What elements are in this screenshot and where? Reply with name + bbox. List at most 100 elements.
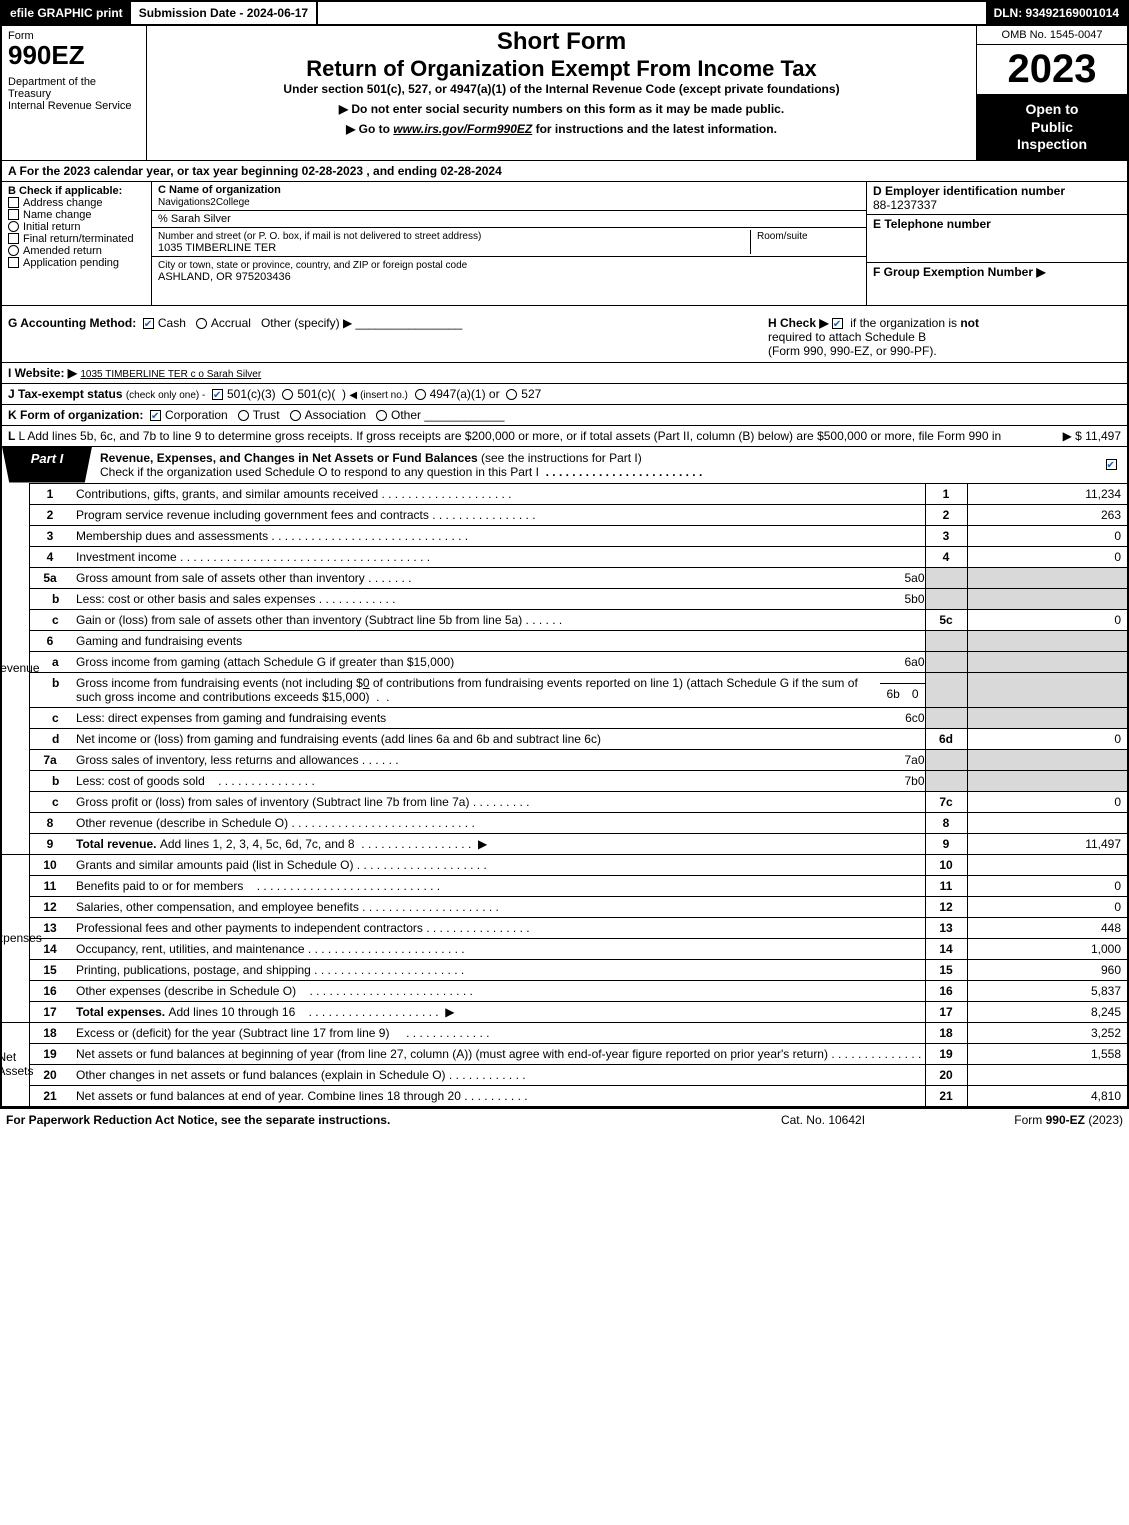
sec-h-pre: H Check ▶ <box>768 316 832 330</box>
instr-ssn: ▶ Do not enter social security numbers o… <box>153 102 970 116</box>
return-title: Return of Organization Exempt From Incom… <box>153 56 970 82</box>
net-assets-section: Net Assets 18Excess or (deficit) for the… <box>0 1022 1129 1108</box>
irs-link[interactable]: www.irs.gov/Form990EZ <box>393 122 532 136</box>
addr-label: Number and street (or P. O. box, if mail… <box>158 231 481 242</box>
line-12: 12Salaries, other compensation, and empl… <box>30 896 1127 917</box>
page-footer: For Paperwork Reduction Act Notice, see … <box>0 1108 1129 1131</box>
expenses-side-label: Expenses <box>2 855 30 1022</box>
line-5b: b Less: cost or other basis and sales ex… <box>30 588 1127 609</box>
line-15: 15Printing, publications, postage, and s… <box>30 959 1127 980</box>
sec-f-title: F Group Exemption Number ▶ <box>873 265 1046 279</box>
line-18: 18Excess or (deficit) for the year (Subt… <box>30 1023 1127 1044</box>
part-i-checkline: Check if the organization used Schedule … <box>100 465 539 479</box>
line-21: 21Net assets or fund balances at end of … <box>30 1085 1127 1106</box>
line-7c: cGross profit or (loss) from sales of in… <box>30 791 1127 812</box>
tax-year: 2023 <box>977 45 1127 95</box>
form-id-block: Form 990EZ Department of the Treasury In… <box>2 26 147 160</box>
irs-label: Internal Revenue Service <box>8 100 140 112</box>
sec-i-label: I Website: ▶ <box>8 366 77 380</box>
sec-j-label: J Tax-exempt status <box>8 387 123 401</box>
sec-h-post: if the organization is <box>850 316 960 330</box>
section-j: J Tax-exempt status (check only one) - 5… <box>0 383 1129 404</box>
chk-final-return[interactable]: Final return/terminated <box>8 233 145 245</box>
revenue-side-label: Revenue <box>2 483 30 854</box>
net-assets-side-label: Net Assets <box>2 1023 30 1106</box>
omb-number: OMB No. 1545-0047 <box>977 26 1127 45</box>
open-line-2: Public <box>981 119 1123 137</box>
form-number: 990EZ <box>8 42 140 68</box>
instr-goto-post: for instructions and the latest informat… <box>536 122 777 136</box>
line-4: 4Investment income . . . . . . . . . . .… <box>30 546 1127 567</box>
chk-other-org[interactable] <box>376 410 387 421</box>
chk-initial-return[interactable]: Initial return <box>8 221 145 233</box>
instr-goto-pre: ▶ Go to <box>346 122 393 136</box>
sec-l-arrow: ▶ <box>1063 429 1072 443</box>
chk-sched-o-part-i[interactable] <box>1106 459 1117 470</box>
top-bar: efile GRAPHIC print Submission Date - 20… <box>0 0 1129 26</box>
line-6: 6Gaming and fundraising events <box>30 630 1127 651</box>
chk-application-pending[interactable]: Application pending <box>8 257 145 269</box>
open-to-public: Open to Public Inspection <box>977 95 1127 160</box>
sec-h-line2: required to attach Schedule B <box>768 330 926 344</box>
footer-right: Form 990-EZ (2023) <box>923 1113 1123 1127</box>
line-2: 2Program service revenue including gover… <box>30 504 1127 525</box>
line-20: 20Other changes in net assets or fund ba… <box>30 1064 1127 1085</box>
line-19: 19Net assets or fund balances at beginni… <box>30 1043 1127 1064</box>
line-5c: cGain or (loss) from sale of assets othe… <box>30 609 1127 630</box>
chk-sched-b[interactable] <box>832 318 843 329</box>
chk-association[interactable] <box>290 410 301 421</box>
sec-h-line3: (Form 990, 990-EZ, or 990-PF). <box>768 344 937 358</box>
line-5a: 5a Gross amount from sale of assets othe… <box>30 567 1127 588</box>
dln: DLN: 93492169001014 <box>986 2 1127 24</box>
chk-corporation[interactable] <box>150 410 161 421</box>
website-value: 1035 TIMBERLINE TER c o Sarah Silver <box>80 369 261 380</box>
open-line-3: Inspection <box>981 136 1123 154</box>
section-a: A For the 2023 calendar year, or tax yea… <box>0 160 1129 181</box>
form-header: Form 990EZ Department of the Treasury In… <box>0 26 1129 160</box>
line-8: 8Other revenue (describe in Schedule O) … <box>30 812 1127 833</box>
chk-527[interactable] <box>506 389 517 400</box>
sec-k-label: K Form of organization: <box>8 408 143 422</box>
sec-b-title: B Check if applicable: <box>8 185 145 197</box>
section-g: G Accounting Method: Cash Accrual Other … <box>8 316 768 358</box>
chk-trust[interactable] <box>238 410 249 421</box>
under-section: Under section 501(c), 527, or 4947(a)(1)… <box>153 82 970 96</box>
chk-amended-return[interactable]: Amended return <box>8 245 145 257</box>
line-9: 9Total revenue. Add lines 1, 2, 3, 4, 5c… <box>30 833 1127 854</box>
revenue-section: Revenue 1Contributions, gifts, grants, a… <box>0 483 1129 854</box>
top-spacer <box>318 2 985 24</box>
section-k: K Form of organization: Corporation Trus… <box>0 404 1129 425</box>
submission-date: Submission Date - 2024-06-17 <box>131 2 318 24</box>
city-label: City or town, state or province, country… <box>158 260 467 271</box>
line-6d: dNet income or (loss) from gaming and fu… <box>30 728 1127 749</box>
sec-g-label: G Accounting Method: <box>8 316 136 330</box>
chk-501c3[interactable] <box>212 389 223 400</box>
section-gh: G Accounting Method: Cash Accrual Other … <box>0 305 1129 362</box>
sec-h-not: not <box>960 316 979 330</box>
open-line-1: Open to <box>981 101 1123 119</box>
efile-print[interactable]: efile GRAPHIC print <box>2 2 131 24</box>
chk-cash[interactable] <box>143 318 154 329</box>
line-3: 3Membership dues and assessments . . . .… <box>30 525 1127 546</box>
line-16: 16Other expenses (describe in Schedule O… <box>30 980 1127 1001</box>
sec-c-title: C Name of organization <box>158 184 281 196</box>
net-assets-table: 18Excess or (deficit) for the year (Subt… <box>30 1023 1127 1106</box>
section-def: D Employer identification number 88-1237… <box>867 182 1127 305</box>
section-i: I Website: ▶ 1035 TIMBERLINE TER c o Sar… <box>0 362 1129 383</box>
section-b: B Check if applicable: Address change Na… <box>2 182 152 305</box>
section-l: L L Add lines 5b, 6c, and 7b to line 9 t… <box>0 425 1129 446</box>
chk-501c[interactable] <box>282 389 293 400</box>
sec-d-title: D Employer identification number <box>873 184 1065 198</box>
expenses-section: Expenses 10Grants and similar amounts pa… <box>0 854 1129 1022</box>
footer-left: For Paperwork Reduction Act Notice, see … <box>6 1113 723 1127</box>
sec-l-val: $ 11,497 <box>1075 429 1121 443</box>
line-14: 14Occupancy, rent, utilities, and mainte… <box>30 938 1127 959</box>
title-block: Short Form Return of Organization Exempt… <box>147 26 977 160</box>
room-suite-label: Room/suite <box>757 231 808 242</box>
line-11: 11Benefits paid to or for members . . . … <box>30 875 1127 896</box>
chk-address-change[interactable]: Address change <box>8 197 145 209</box>
street-address: 1035 TIMBERLINE TER <box>158 242 276 254</box>
chk-name-change[interactable]: Name change <box>8 209 145 221</box>
chk-4947[interactable] <box>415 389 426 400</box>
chk-accrual[interactable] <box>196 318 207 329</box>
